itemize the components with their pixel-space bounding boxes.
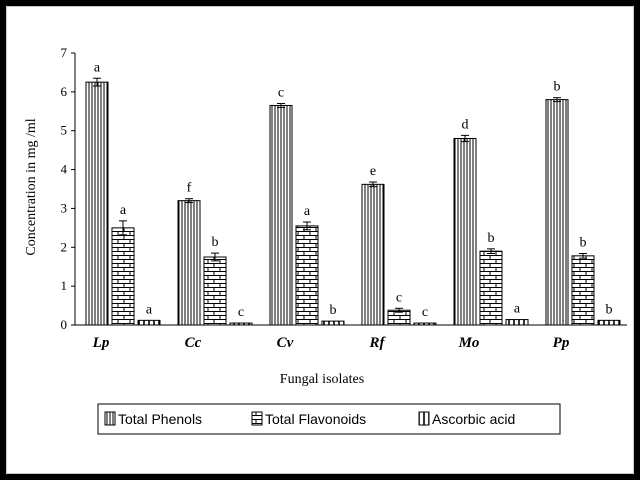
legend-swatch-flavonoids	[251, 411, 263, 426]
significance-letter: b	[554, 80, 561, 95]
significance-letter: b	[330, 303, 337, 318]
significance-letter: a	[120, 203, 127, 218]
legend-label-flavonoids: Total Flavonoids	[265, 411, 366, 427]
bar-ascorbic-acid-cv	[321, 320, 345, 326]
bar-ascorbic-acid-mo	[505, 319, 529, 326]
x-category-label: Rf	[369, 335, 387, 351]
bar-total-flavonoids-pp	[571, 255, 595, 326]
bar-total-flavonoids-mo	[479, 250, 503, 326]
bar-total-flavonoids-cc	[203, 256, 227, 326]
significance-letter: b	[488, 231, 495, 246]
bar-ascorbic-acid-lp	[137, 319, 161, 326]
y-tick-label: 1	[61, 278, 68, 293]
significance-letter: b	[606, 302, 613, 317]
significance-letter: c	[238, 305, 244, 320]
y-axis-label: Concentration in mg /ml	[24, 118, 39, 255]
y-tick-label: 6	[61, 84, 68, 99]
y-tick-label: 7	[61, 45, 68, 60]
significance-letter: a	[94, 60, 101, 75]
bar-total-phenols-lp	[85, 81, 109, 326]
y-tick-label: 3	[61, 200, 68, 215]
significance-letter: b	[580, 236, 587, 251]
legend-label-phenols: Total Phenols	[118, 411, 202, 427]
x-category-label: Lp	[92, 335, 110, 351]
bars: a a a Lp f b c Cc c a b Cv e c c Rf d b a Mo b b b Pp	[85, 60, 621, 351]
axes: 0 1 2 3 4 5 6 7	[61, 45, 627, 332]
legend-box	[97, 403, 561, 435]
legend-swatch-ascorbic	[418, 411, 430, 426]
bar-total-phenols-mo	[453, 137, 477, 326]
legend-swatch-phenols	[104, 411, 116, 426]
x-category-label: Cc	[185, 335, 202, 351]
bar-ascorbic-acid-cc	[229, 322, 253, 326]
significance-letter: c	[422, 305, 428, 320]
bar-total-phenols-cv	[269, 104, 293, 326]
y-tick-label: 2	[61, 239, 68, 254]
significance-letter: c	[396, 290, 402, 305]
bar-ascorbic-acid-pp	[597, 319, 621, 326]
bar-total-flavonoids-cv	[295, 225, 319, 326]
legend: Total Phenols Total Flavonoids Ascorbic …	[97, 403, 561, 435]
significance-letter: a	[514, 302, 521, 317]
significance-letter: b	[212, 235, 219, 250]
x-category-label: Cv	[277, 335, 294, 351]
bar-total-phenols-pp	[545, 99, 569, 326]
significance-letter: c	[278, 86, 284, 101]
significance-letter: a	[146, 302, 153, 317]
x-category-label: Mo	[458, 335, 480, 351]
bar-total-phenols-rf	[361, 183, 385, 326]
x-axis-label: Fungal isolates	[280, 372, 364, 387]
bar-total-phenols-cc	[177, 200, 201, 326]
bar-total-flavonoids-lp	[111, 227, 135, 326]
legend-label-ascorbic: Ascorbic acid	[432, 411, 515, 427]
y-tick-label: 5	[61, 123, 68, 138]
significance-letter: a	[304, 204, 311, 219]
significance-letter: f	[187, 181, 192, 196]
significance-letter: e	[370, 164, 376, 179]
y-tick-label: 4	[61, 162, 68, 177]
x-category-label: Pp	[553, 335, 570, 351]
bar-ascorbic-acid-rf	[413, 322, 437, 326]
y-tick-label: 0	[61, 317, 68, 332]
significance-letter: d	[462, 117, 469, 132]
